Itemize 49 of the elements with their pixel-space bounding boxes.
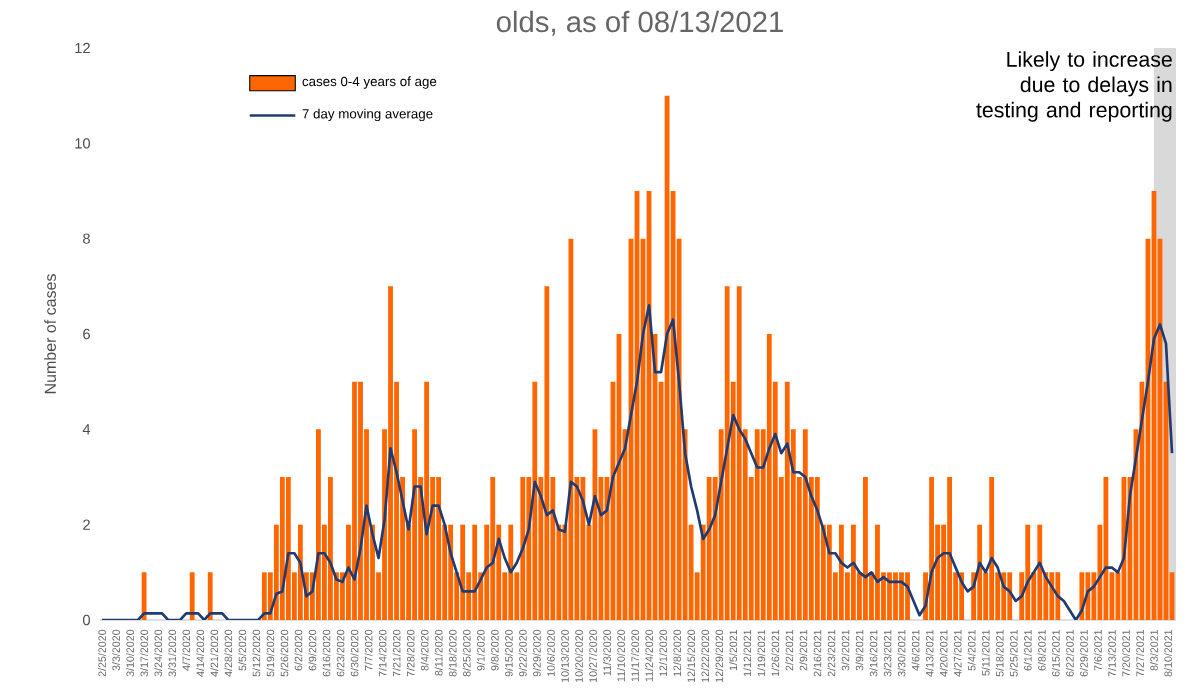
bar	[989, 477, 995, 620]
bar	[358, 381, 363, 620]
bar	[754, 429, 760, 620]
bar	[766, 334, 772, 620]
bar	[388, 286, 393, 620]
bar	[784, 381, 790, 620]
bar	[279, 477, 285, 620]
bar	[316, 429, 321, 620]
bar	[412, 429, 417, 620]
bar	[863, 477, 868, 620]
bar	[814, 477, 820, 620]
bar	[352, 381, 357, 620]
bar	[724, 286, 730, 620]
bar	[893, 572, 898, 620]
bar	[207, 572, 213, 620]
bar	[899, 572, 904, 620]
chart-title: olds, as of 08/13/2021	[496, 10, 783, 36]
bar	[490, 477, 496, 620]
bar	[436, 477, 442, 620]
bar	[460, 524, 466, 620]
bar	[887, 572, 892, 620]
bar	[826, 524, 832, 620]
bar	[508, 524, 514, 620]
bar	[544, 286, 550, 620]
bar	[929, 477, 934, 620]
bar	[736, 286, 742, 620]
y-axis-title: Number of cases	[44, 274, 56, 394]
bar	[472, 524, 478, 620]
bar	[261, 572, 267, 620]
bar	[1007, 572, 1013, 620]
bar	[802, 429, 808, 620]
bar	[706, 477, 712, 620]
bar	[1037, 524, 1043, 620]
bar	[1055, 572, 1061, 620]
bar	[838, 524, 844, 620]
bar	[977, 524, 983, 620]
bar	[947, 477, 952, 620]
bar	[568, 238, 574, 620]
bar	[532, 381, 538, 620]
band-label: Likely to increase due to delays in testing and reporting	[976, 51, 1172, 122]
bar	[851, 524, 856, 620]
bar	[285, 477, 291, 620]
bar	[1025, 524, 1031, 620]
bar	[424, 381, 430, 620]
bar	[520, 477, 526, 620]
bar	[189, 572, 195, 620]
bar	[328, 477, 333, 620]
bar	[875, 524, 880, 620]
bar	[1103, 477, 1109, 620]
